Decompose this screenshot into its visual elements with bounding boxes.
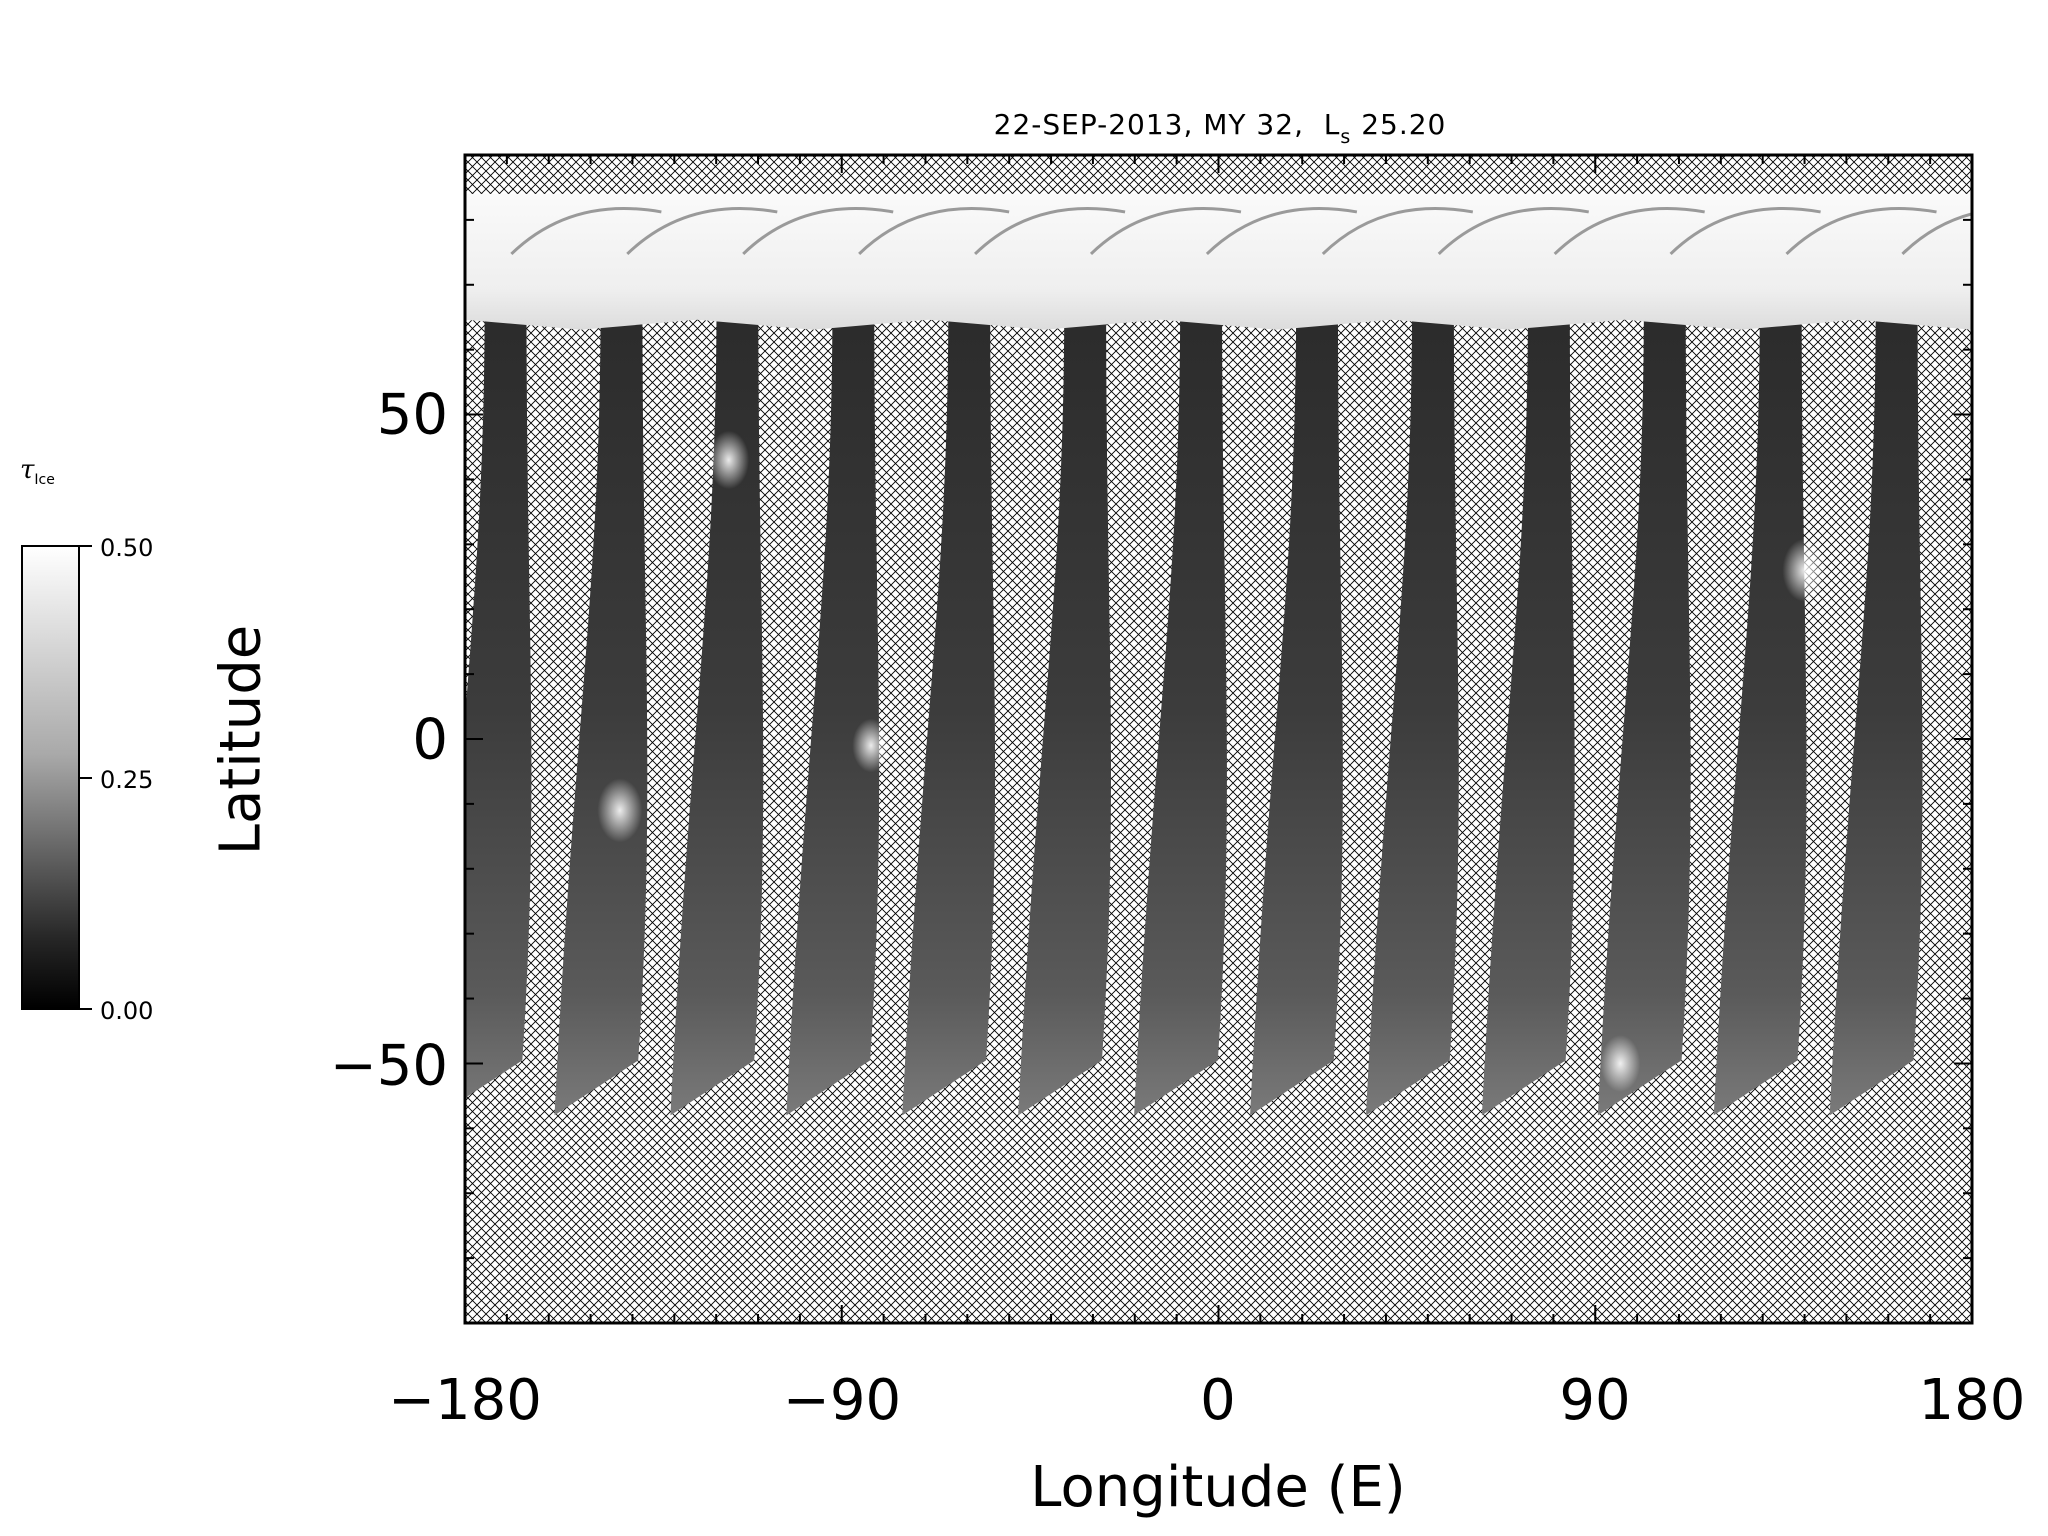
orbit-swath: [1713, 303, 1807, 1116]
colorbar-title: τIce: [20, 455, 55, 488]
colorbar-tick: [80, 545, 92, 547]
colorbar-label-min: 0.00: [100, 997, 154, 1025]
orbit-track-edge: [626, 206, 778, 256]
title-ls-subscript: s: [1340, 126, 1352, 148]
title-ls-value: 25.20: [1361, 108, 1447, 141]
orbit-swath: [465, 303, 532, 1099]
y-tick-label: −50: [329, 1033, 448, 1099]
orbit-track-edge: [1205, 206, 1358, 256]
x-axis-label: Longitude (E): [1030, 1455, 1406, 1520]
y-tick-label: 0: [412, 707, 448, 773]
title-date: 22-SEP-2013: [993, 108, 1184, 141]
y-tick-label: 50: [376, 382, 448, 448]
x-tick-label: 180: [1918, 1368, 2026, 1433]
colorbar-label-mid: 0.25: [100, 766, 154, 794]
x-tick-label: 90: [1559, 1368, 1631, 1433]
orbit-track-edge: [858, 206, 1010, 256]
colorbar-tick: [80, 777, 92, 779]
orbit-swath: [1134, 303, 1227, 1116]
orbit-swath: [1829, 303, 1923, 1116]
ice-cloud: [1600, 1035, 1641, 1092]
orbit-swath: [554, 303, 648, 1116]
map-plot-area: [465, 155, 1972, 1323]
colorbar-symbol-subscript: Ice: [34, 472, 55, 489]
x-tick-label: 0: [1200, 1368, 1236, 1433]
orbit-swath: [1250, 303, 1343, 1116]
colorbar-label-max: 0.50: [100, 534, 154, 562]
ice-cloud: [1782, 538, 1827, 602]
orbit-track-edge: [510, 206, 662, 256]
orbit-track-edge: [1553, 206, 1705, 256]
x-tick-label: −90: [782, 1368, 902, 1433]
colorbar-tick: [80, 1008, 92, 1010]
map-title: 22-SEP-2013, MY 32, Ls 25.20: [993, 108, 1447, 148]
x-tick-label: −180: [388, 1368, 542, 1433]
orbit-track-edge: [742, 206, 894, 256]
orbit-track-edge: [1089, 206, 1242, 256]
ice-cloud: [852, 718, 890, 773]
title-mars-year: MY 32: [1203, 108, 1295, 141]
colorbar-symbol: τ: [20, 455, 35, 485]
orbit-track-edge: [1321, 206, 1474, 256]
orbit-track-edge: [1437, 206, 1590, 256]
ice-cloud: [597, 778, 643, 843]
orbit-track-edge: [1669, 206, 1821, 256]
orbit-swath: [1018, 303, 1112, 1116]
orbit-swath: [670, 303, 764, 1116]
orbit-swath: [786, 303, 880, 1116]
orbit-swath: [902, 303, 996, 1116]
orbit-track-edge: [1785, 206, 1937, 256]
map-axes: [463, 153, 1974, 1325]
orbit-track-edge: [974, 206, 1126, 256]
orbit-swath: [1597, 303, 1691, 1116]
orbit-swath: [1365, 303, 1459, 1116]
ice-cloud: [708, 430, 750, 490]
colorbar: [21, 545, 80, 1010]
title-ls-symbol: L: [1323, 108, 1341, 141]
orbit-track-edge: [1901, 212, 1972, 256]
orbit-swath: [1481, 303, 1575, 1116]
polar-hood: [465, 193, 1972, 330]
